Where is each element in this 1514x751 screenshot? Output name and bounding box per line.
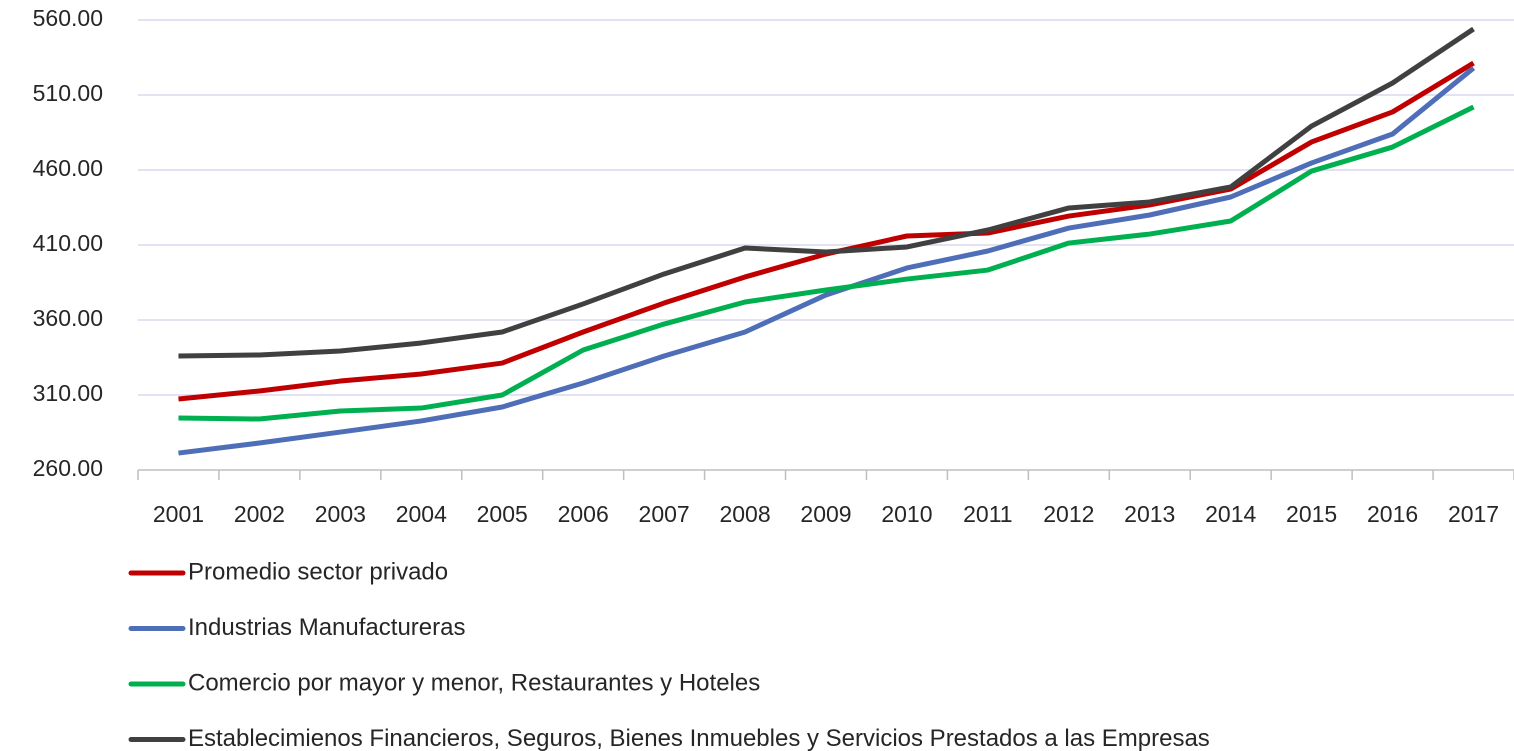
x-tick-label: 2001	[153, 501, 204, 527]
x-tick-label: 2010	[881, 501, 932, 527]
series-line	[178, 104, 1475, 422]
y-tick-label: 360.00	[33, 305, 103, 331]
y-tick-label: 460.00	[33, 155, 103, 181]
x-tick-label: 2006	[558, 501, 609, 527]
x-tick-label: 2016	[1367, 501, 1418, 527]
x-tick-label: 2013	[1124, 501, 1175, 527]
y-tick-label: 510.00	[33, 80, 103, 106]
x-tick-label: 2011	[963, 501, 1012, 527]
x-tick-label: 2007	[639, 501, 690, 527]
y-tick-label: 560.00	[33, 5, 103, 31]
x-tick-label: 2004	[396, 501, 447, 527]
legend-label: Comercio por mayor y menor, Restaurantes…	[188, 669, 760, 696]
x-tick-label: 2003	[315, 501, 366, 527]
x-tick-label: 2017	[1448, 501, 1499, 527]
y-tick-label: 310.00	[33, 380, 103, 406]
x-tick-label: 2005	[477, 501, 528, 527]
x-tick-label: 2008	[719, 501, 770, 527]
series-line	[178, 26, 1475, 359]
y-tick-label: 260.00	[33, 455, 103, 481]
y-tick-label: 410.00	[33, 230, 103, 256]
x-tick-label: 2015	[1286, 501, 1337, 527]
legend-label: Industrias Manufactureras	[188, 614, 465, 641]
legend-label: Establecimienos Financieros, Seguros, Bi…	[188, 725, 1210, 751]
legend-label: Promedio sector privado	[188, 558, 448, 585]
x-tick-label: 2012	[1043, 501, 1094, 527]
x-tick-label: 2014	[1205, 501, 1256, 527]
series-line	[178, 66, 1476, 456]
x-tick-label: 2009	[800, 501, 851, 527]
x-tick-label: 2002	[234, 501, 285, 527]
